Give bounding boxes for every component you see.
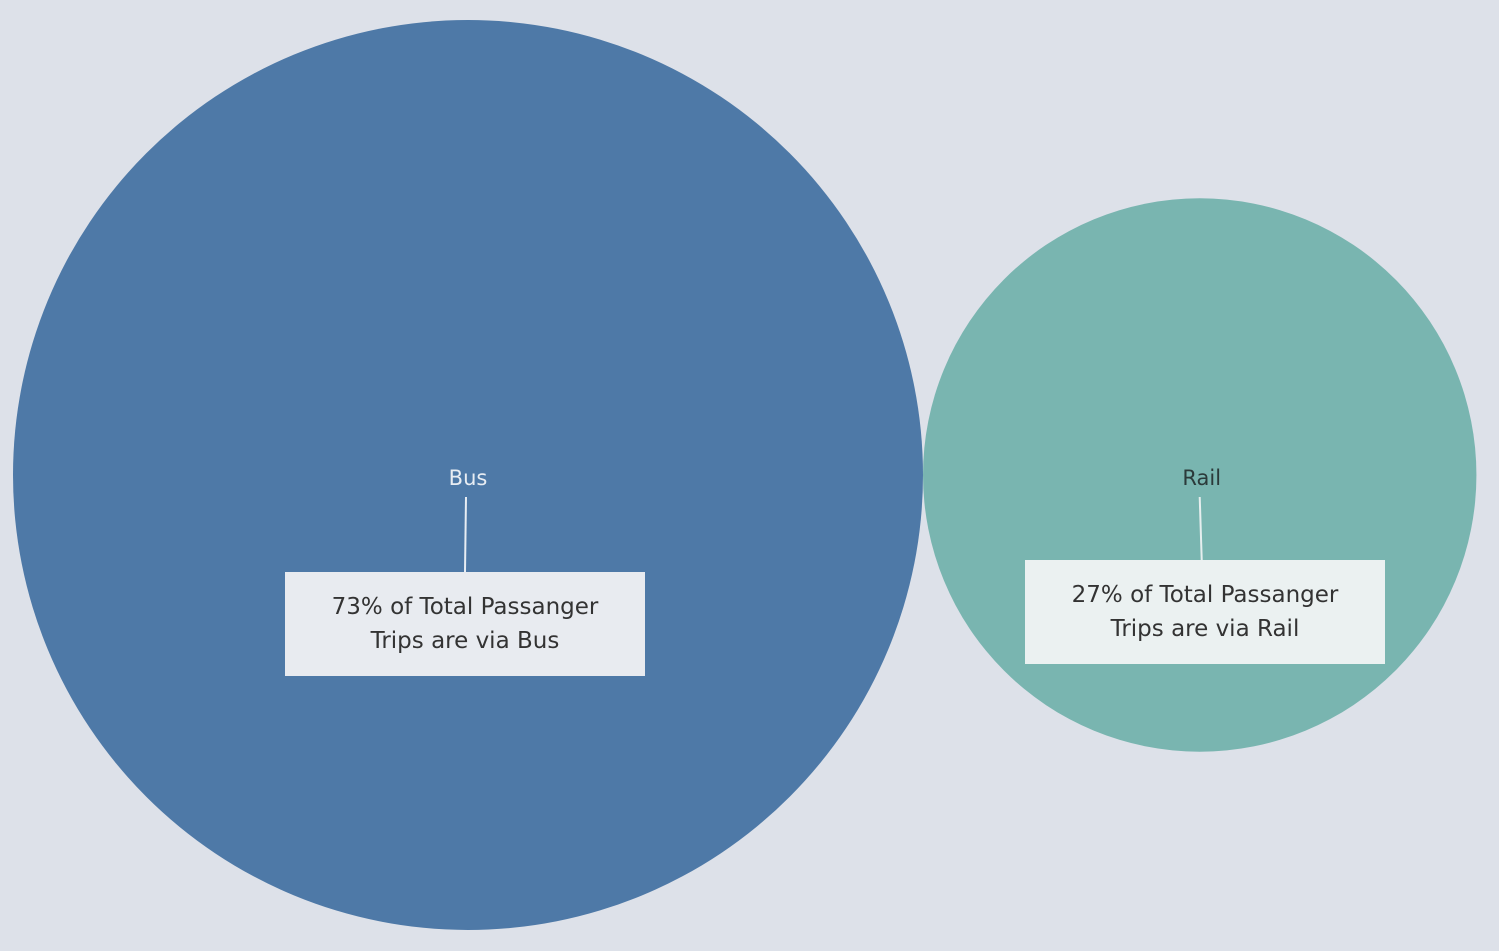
bus-annotation-line-1: 73% of Total Passanger [331, 594, 599, 620]
rail-annotation-line-1: 27% of Total Passanger [1071, 582, 1339, 608]
rail-bubble-label: Rail [1182, 466, 1221, 490]
bus-annotation-line-2: Trips are via Bus [370, 628, 560, 654]
rail-annotation-line-2: Trips are via Rail [1110, 616, 1300, 642]
bus-bubble [13, 20, 923, 930]
rail-annotation: 27% of Total Passanger Trips are via Rai… [1025, 560, 1385, 664]
bus-bubble-label: Bus [449, 466, 488, 490]
rail-leader-line [1198, 496, 1203, 561]
bus-leader-line [464, 496, 467, 573]
bus-annotation: 73% of Total Passanger Trips are via Bus [285, 572, 645, 676]
